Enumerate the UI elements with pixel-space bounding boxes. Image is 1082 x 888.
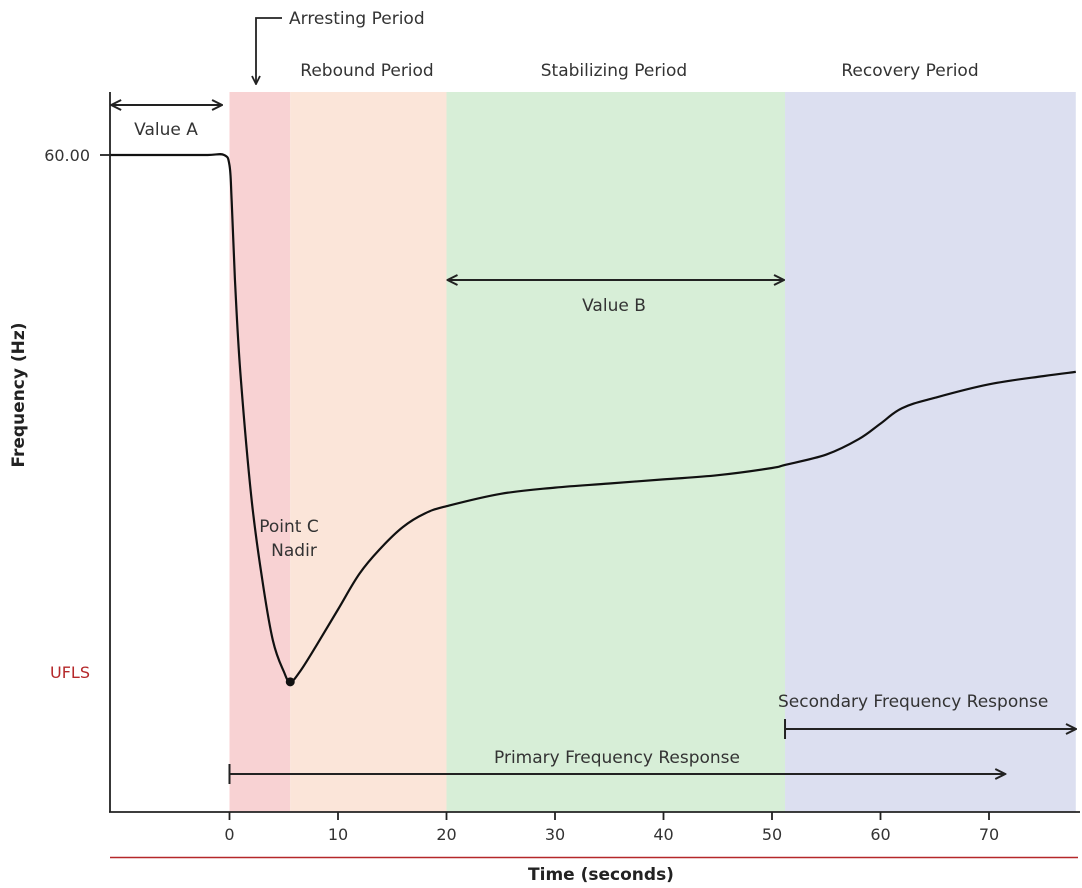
nadir-label-point-c: Point C <box>259 517 318 537</box>
value-b-label: Value B <box>582 296 646 316</box>
secondary-response-arrow <box>784 719 1076 739</box>
period-label-rebound: Rebound Period <box>300 61 433 81</box>
period-label-stabilizing: Stabilizing Period <box>541 61 687 81</box>
nadir-label-nadir: Nadir <box>271 541 317 561</box>
x-tick-label: 40 <box>653 825 673 844</box>
y-axis-ticks: 60.00 <box>44 146 110 165</box>
x-tick-label: 10 <box>328 825 348 844</box>
x-tick-label: 60 <box>870 825 890 844</box>
x-tick-label: 70 <box>979 825 999 844</box>
frequency-series-line <box>110 153 1076 683</box>
period-band-arresting <box>229 92 291 812</box>
x-tick-label: 20 <box>436 825 456 844</box>
arresting-pointer-arrow <box>256 17 282 84</box>
ufls-label: UFLS <box>50 663 90 682</box>
period-label-recovery: Recovery Period <box>841 61 978 81</box>
period-bands <box>229 92 1076 812</box>
x-tick-label: 30 <box>545 825 565 844</box>
value-a-label: Value A <box>134 120 198 140</box>
period-label-arresting: Arresting Period <box>289 9 425 29</box>
y-axis-title: Frequency (Hz) <box>9 322 29 467</box>
x-axis-ticks: 0 10 20 30 40 50 60 70 <box>224 812 999 844</box>
y-tick-label: 60.00 <box>44 146 90 165</box>
period-labels: Rebound Period Stabilizing Period Recove… <box>256 9 979 84</box>
secondary-response-label: Secondary Frequency Response <box>778 692 1048 712</box>
primary-response-label: Primary Frequency Response <box>494 748 740 768</box>
primary-response-arrow <box>228 764 1006 784</box>
nadir-point <box>285 677 295 687</box>
x-tick-label: 50 <box>762 825 782 844</box>
period-band-rebound <box>290 92 447 812</box>
x-tick-label: 0 <box>224 825 234 844</box>
period-band-stabilizing <box>446 92 786 812</box>
x-axis-title: Time (seconds) <box>528 865 674 885</box>
